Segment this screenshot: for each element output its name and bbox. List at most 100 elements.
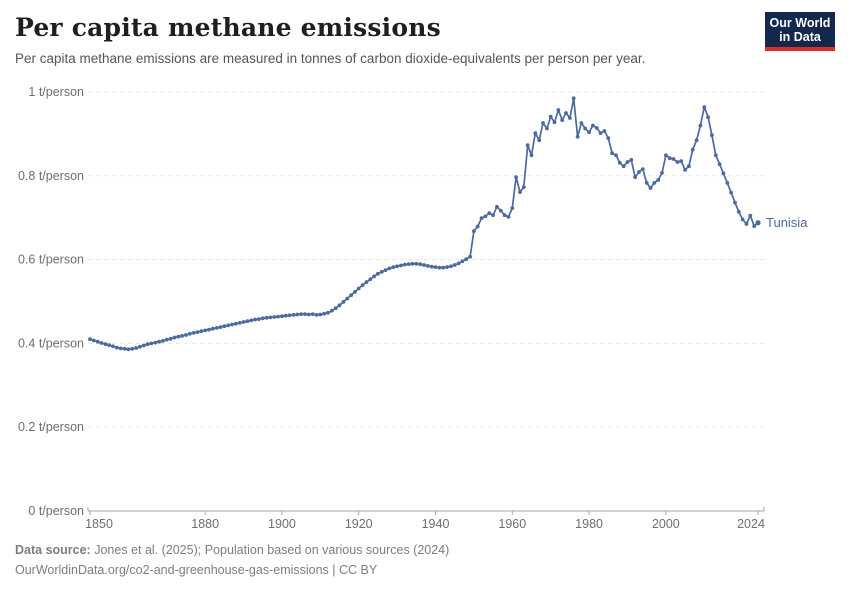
data-point bbox=[326, 310, 330, 315]
data-point bbox=[418, 262, 423, 267]
data-point bbox=[652, 181, 657, 185]
data-point bbox=[276, 314, 280, 319]
y-tick-label: 0 t/person bbox=[28, 504, 84, 518]
data-point bbox=[314, 313, 319, 317]
data-point bbox=[353, 290, 357, 294]
data-point bbox=[260, 316, 265, 321]
data-point bbox=[687, 164, 691, 169]
data-point bbox=[702, 105, 707, 109]
data-point bbox=[383, 268, 388, 272]
data-point bbox=[99, 341, 104, 345]
data-point bbox=[552, 120, 557, 125]
logo-line-1: Our World bbox=[769, 16, 831, 30]
data-point bbox=[237, 321, 242, 325]
data-point bbox=[391, 265, 396, 269]
data-point bbox=[729, 190, 733, 195]
x-tick-label: 2024 bbox=[737, 517, 765, 531]
data-point bbox=[733, 200, 737, 205]
data-point bbox=[468, 254, 472, 259]
y-tick-label: 0.8 t/person bbox=[18, 169, 84, 183]
data-point bbox=[184, 333, 188, 337]
data-point bbox=[744, 222, 749, 226]
data-point bbox=[445, 265, 449, 269]
data-point bbox=[214, 326, 219, 330]
data-point bbox=[310, 312, 315, 316]
data-line-tunisia bbox=[89, 97, 759, 351]
data-point bbox=[437, 265, 442, 270]
data-point bbox=[606, 136, 611, 141]
data-point bbox=[529, 153, 534, 158]
data-point bbox=[602, 129, 607, 133]
data-point bbox=[176, 334, 181, 339]
data-point bbox=[545, 126, 549, 131]
data-point-last bbox=[755, 220, 761, 226]
data-point bbox=[487, 211, 492, 216]
data-point bbox=[491, 213, 495, 218]
data-point bbox=[556, 108, 561, 112]
data-point bbox=[472, 229, 476, 234]
data-point bbox=[387, 266, 392, 271]
data-point bbox=[149, 341, 154, 346]
data-point bbox=[614, 153, 618, 158]
data-point bbox=[91, 338, 96, 343]
data-point bbox=[95, 339, 100, 344]
data-point bbox=[452, 263, 457, 267]
x-tick-label: 1960 bbox=[498, 517, 526, 531]
data-point bbox=[187, 331, 192, 336]
data-point bbox=[425, 264, 430, 268]
data-point bbox=[138, 344, 142, 349]
data-point bbox=[399, 263, 403, 268]
data-point bbox=[679, 159, 684, 164]
data-point bbox=[241, 320, 246, 324]
data-point bbox=[456, 261, 461, 266]
data-source-label: Data source: bbox=[15, 543, 91, 557]
data-point bbox=[683, 168, 687, 172]
data-point bbox=[564, 111, 568, 115]
x-tick-label: 1940 bbox=[422, 517, 450, 531]
data-point bbox=[203, 328, 208, 333]
data-point bbox=[736, 209, 741, 214]
owid-logo[interactable]: Our World in Data bbox=[765, 12, 835, 51]
data-point bbox=[740, 217, 745, 222]
data-point bbox=[644, 181, 649, 185]
data-point bbox=[234, 321, 238, 326]
entity-label-tunisia[interactable]: Tunisia bbox=[766, 215, 808, 230]
data-point bbox=[706, 115, 710, 119]
data-point bbox=[475, 224, 480, 229]
data-point bbox=[690, 147, 695, 152]
data-point bbox=[115, 345, 119, 350]
data-point bbox=[464, 257, 469, 262]
data-point bbox=[433, 265, 438, 269]
chart-subtitle: Per capita methane emissions are measure… bbox=[15, 51, 646, 66]
data-point bbox=[460, 259, 465, 264]
license-line[interactable]: OurWorldinData.org/co2-and-greenhouse-ga… bbox=[15, 563, 378, 577]
data-point bbox=[157, 339, 162, 344]
data-point bbox=[610, 151, 614, 156]
data-point bbox=[295, 312, 300, 317]
data-point bbox=[118, 346, 123, 351]
data-point bbox=[571, 96, 576, 101]
data-point bbox=[575, 134, 580, 139]
data-point bbox=[161, 339, 165, 343]
data-point bbox=[637, 170, 641, 174]
data-point bbox=[414, 261, 419, 266]
data-point bbox=[640, 167, 645, 172]
data-point bbox=[303, 312, 307, 316]
data-point bbox=[498, 208, 503, 213]
data-point bbox=[583, 126, 588, 131]
data-point bbox=[211, 326, 215, 331]
data-point bbox=[617, 160, 622, 165]
data-point bbox=[752, 224, 757, 229]
data-point bbox=[272, 315, 277, 319]
data-point bbox=[422, 263, 426, 267]
data-point bbox=[341, 300, 346, 304]
x-tick-label: 1980 bbox=[575, 517, 603, 531]
data-point bbox=[249, 318, 254, 323]
data-point bbox=[230, 322, 234, 327]
data-point bbox=[360, 283, 365, 288]
data-point bbox=[372, 274, 376, 279]
y-tick-label: 0.4 t/person bbox=[18, 336, 84, 350]
data-point bbox=[322, 311, 327, 316]
page-title: Per capita methane emissions bbox=[15, 13, 441, 42]
